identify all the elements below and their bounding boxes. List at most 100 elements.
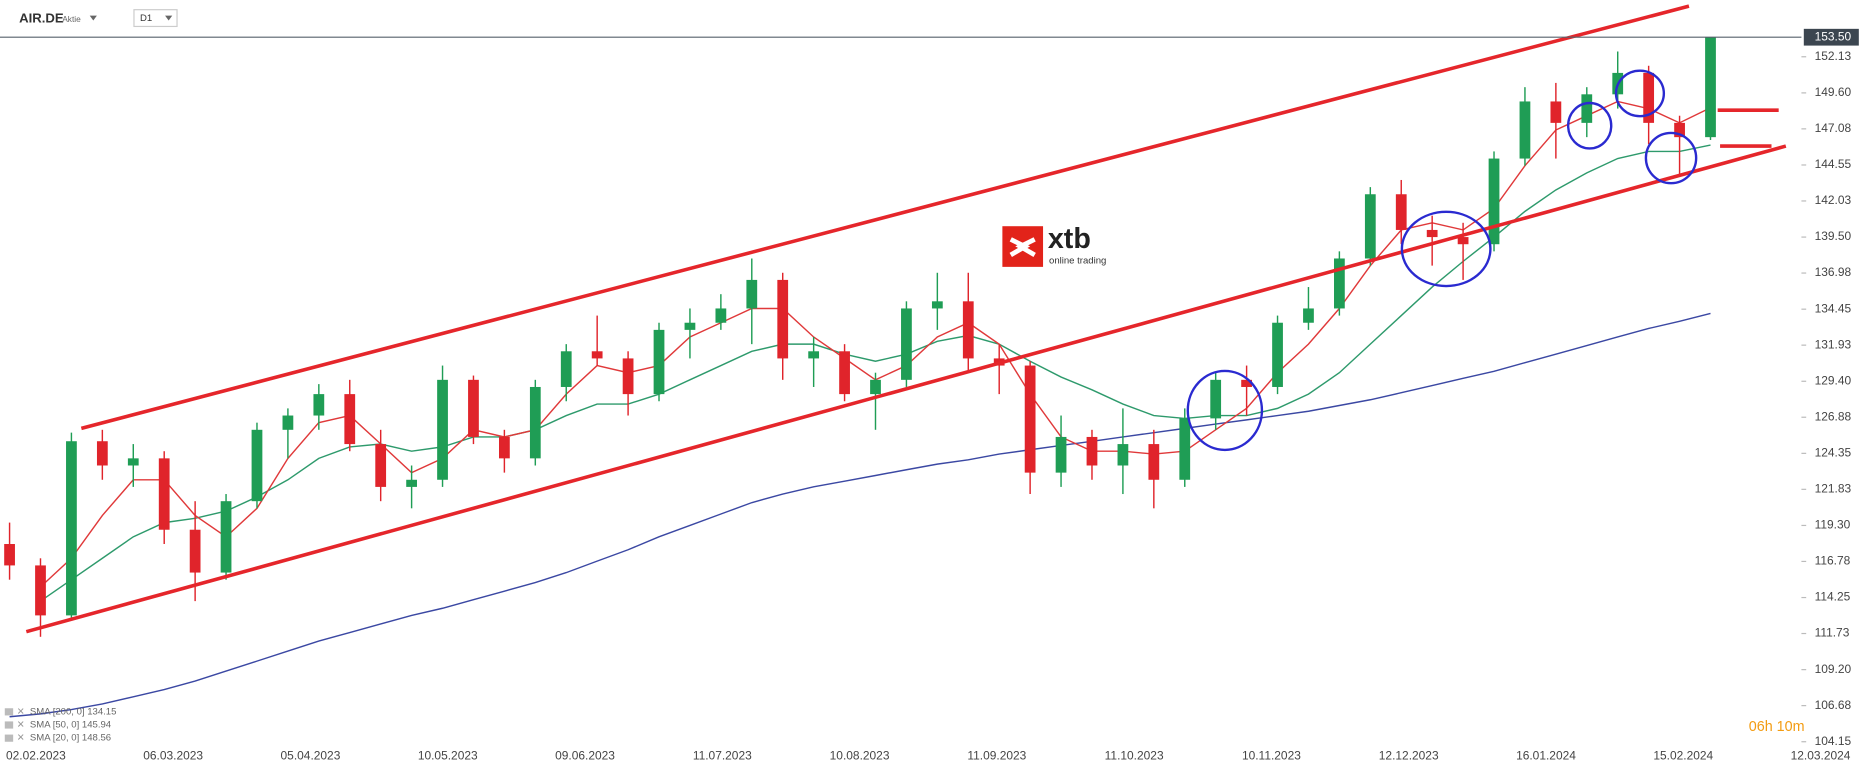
candle-body xyxy=(1179,418,1191,480)
candle-body xyxy=(375,444,387,487)
candle-body xyxy=(1086,436,1098,466)
candle-timer: 06h 10m xyxy=(1749,719,1805,735)
candle-body xyxy=(1334,258,1345,309)
candle-body xyxy=(870,379,881,395)
x-tick-label: 11.09.2023 xyxy=(967,748,1026,762)
candle-body xyxy=(1581,94,1593,123)
y-tick-label: 139.50 xyxy=(1815,229,1852,243)
candle-body xyxy=(1241,379,1252,387)
candle-body xyxy=(715,308,727,323)
sma-line xyxy=(9,312,1711,718)
candle-body xyxy=(746,279,758,309)
x-tick-label: 15.02.2024 xyxy=(1653,748,1713,762)
candle-body xyxy=(66,441,77,616)
plot-area xyxy=(4,37,1716,718)
candle-body xyxy=(777,279,789,359)
candle-body xyxy=(1210,379,1222,419)
candle-body xyxy=(35,565,46,616)
y-tick-label: 119.30 xyxy=(1815,518,1851,532)
y-tick-label: 152.13 xyxy=(1815,49,1852,63)
legend-icon xyxy=(4,708,14,716)
logo-tagline: online trading xyxy=(1049,255,1106,266)
circle-marker xyxy=(1400,210,1492,288)
legend-icon xyxy=(4,734,14,742)
candle-body xyxy=(1148,444,1160,480)
x-tick-label: 16.01.2024 xyxy=(1516,748,1576,762)
y-tick-label: 104.15 xyxy=(1815,734,1852,748)
candle-body xyxy=(437,379,448,480)
candle-body xyxy=(313,394,325,416)
timeframe-box[interactable] xyxy=(133,9,178,28)
legend-icon xyxy=(4,721,14,729)
candle-body xyxy=(529,386,541,459)
circle-marker xyxy=(1644,131,1698,185)
x-tick-label: 09.06.2023 xyxy=(555,748,615,762)
y-tick-label: 149.60 xyxy=(1815,85,1852,99)
x-tick-label: 12.03.2024 xyxy=(1791,748,1851,762)
candle-body xyxy=(468,379,479,437)
circle-marker xyxy=(1566,101,1613,150)
candle-body xyxy=(344,394,356,445)
candle-body xyxy=(1117,444,1129,466)
candle-body xyxy=(1024,365,1036,473)
candle-body xyxy=(931,301,943,309)
candle-body xyxy=(1272,322,1283,387)
timeframe[interactable]: D1 xyxy=(140,13,152,24)
legend-close: ✕ xyxy=(17,733,25,744)
candle-body xyxy=(127,458,139,466)
x-tick-label: 05.04.2023 xyxy=(281,748,341,762)
y-tick-label: 109.20 xyxy=(1815,662,1852,676)
legend-label: SMA [50, 0] 145.94 xyxy=(30,720,112,731)
candle-body xyxy=(1395,194,1407,230)
candle-body xyxy=(839,351,850,395)
xtb-logo: xtb online trading xyxy=(1002,223,1106,267)
x-tick-label: 06.03.2023 xyxy=(143,748,203,762)
candle-body xyxy=(406,479,417,487)
candle-body xyxy=(96,441,108,466)
x-tick-label: 10.08.2023 xyxy=(830,748,890,762)
x-tick-label: 10.05.2023 xyxy=(418,748,478,762)
candle-body xyxy=(962,301,974,359)
symbol[interactable]: AIR.DE xyxy=(19,11,64,26)
x-tick-label: 10.11.2023 xyxy=(1242,748,1301,762)
circle-marker xyxy=(1614,69,1666,118)
y-tick-label: 124.35 xyxy=(1815,446,1852,460)
legend-close: ✕ xyxy=(17,720,25,731)
candle-body xyxy=(1364,194,1376,259)
y-tick-label: 129.40 xyxy=(1815,373,1852,387)
y-tick-label: 147.08 xyxy=(1815,121,1852,135)
annotations xyxy=(25,4,1787,634)
candle-body xyxy=(1426,229,1438,238)
candle-body xyxy=(189,529,201,573)
candle-body xyxy=(1488,158,1500,245)
candle-body xyxy=(1055,436,1067,473)
timeframe-dropdown[interactable] xyxy=(165,15,173,21)
candle-body xyxy=(1550,101,1562,123)
candle-body xyxy=(1457,237,1469,245)
y-tick-label: 144.55 xyxy=(1815,157,1852,171)
symbol-dropdown[interactable] xyxy=(89,15,97,21)
y-tick-label: 114.25 xyxy=(1815,590,1851,604)
y-tick-label: 111.73 xyxy=(1815,626,1850,640)
sma-line xyxy=(40,144,1711,602)
y-tick-label: 134.45 xyxy=(1815,301,1852,315)
candle-body xyxy=(220,501,232,573)
last-price-label: 153.50 xyxy=(1815,29,1852,43)
candle-body xyxy=(684,322,696,330)
logo-x xyxy=(1009,237,1036,257)
y-tick-label: 106.68 xyxy=(1815,698,1852,712)
candle-body xyxy=(622,358,634,395)
x-tick-label: 11.10.2023 xyxy=(1105,748,1164,762)
candle-body xyxy=(1519,101,1531,159)
candle-body xyxy=(4,544,15,566)
candle-body xyxy=(499,436,510,459)
candle-body xyxy=(1303,308,1314,323)
legend-label: SMA [20, 0] 148.56 xyxy=(30,733,111,744)
y-tick-label: 131.93 xyxy=(1815,337,1852,351)
candle-body xyxy=(653,329,665,395)
candle-body xyxy=(282,415,294,430)
x-tick-label: 11.07.2023 xyxy=(693,748,752,762)
logo-brand: xtb xyxy=(1048,223,1091,255)
